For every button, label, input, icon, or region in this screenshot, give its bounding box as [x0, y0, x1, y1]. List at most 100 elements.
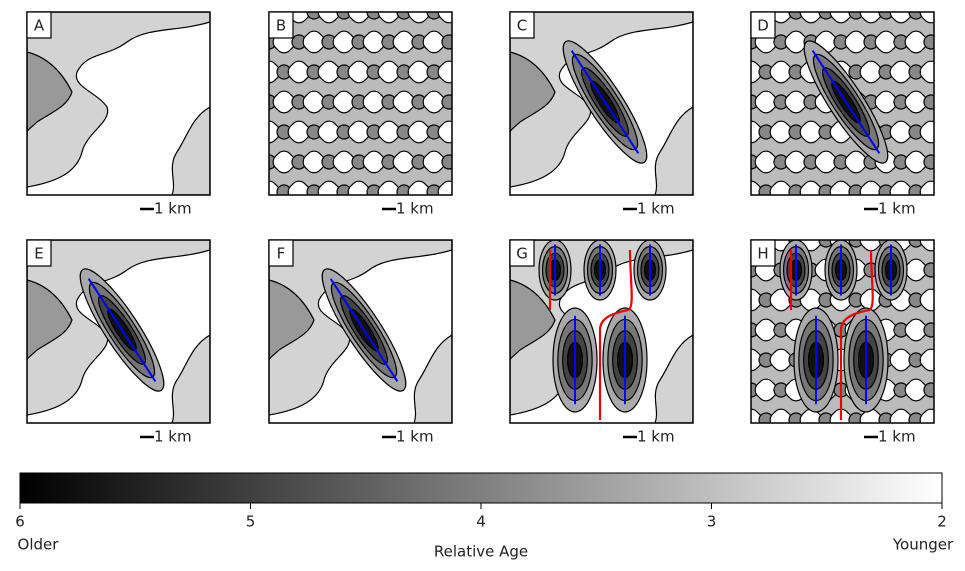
high	[347, 180, 371, 195]
low	[441, 34, 452, 50]
panel-label: B	[276, 17, 286, 35]
low	[939, 125, 953, 139]
panel-frame	[750, 239, 935, 424]
tick-label: 6	[15, 513, 25, 531]
low	[729, 125, 743, 139]
low	[729, 65, 743, 79]
low	[729, 233, 743, 247]
high	[751, 120, 763, 144]
high	[751, 348, 763, 372]
high	[919, 240, 934, 252]
high	[919, 180, 934, 195]
land-dark	[510, 51, 556, 133]
panel-frame	[268, 11, 453, 196]
high	[889, 60, 913, 84]
high	[437, 60, 452, 84]
low	[954, 95, 965, 109]
high	[859, 288, 883, 312]
panel-label: C	[517, 17, 527, 35]
low	[729, 5, 743, 19]
high	[932, 148, 960, 176]
high	[784, 30, 808, 54]
panel-frame	[268, 239, 453, 424]
low	[457, 185, 471, 199]
panel-frame	[750, 11, 935, 196]
low	[908, 12, 924, 20]
high	[722, 376, 750, 404]
high	[814, 150, 838, 174]
axis-line	[570, 50, 640, 154]
high	[225, 118, 253, 146]
high	[919, 288, 934, 312]
low	[804, 203, 818, 217]
high	[751, 180, 763, 195]
high	[829, 12, 853, 24]
land	[27, 240, 210, 416]
label-box	[509, 239, 535, 267]
low	[441, 94, 452, 110]
label-box	[509, 11, 535, 39]
scale-label: 1 km	[396, 428, 434, 446]
scale-label: 1 km	[154, 200, 192, 218]
high	[269, 120, 281, 144]
high	[437, 120, 452, 144]
high	[240, 28, 268, 56]
high	[377, 60, 401, 84]
low	[954, 383, 965, 397]
high	[347, 12, 371, 24]
high	[332, 90, 356, 114]
tick-label: 3	[707, 513, 717, 531]
high	[240, 88, 268, 116]
high	[317, 120, 341, 144]
label-box	[268, 11, 294, 39]
scale-label: 1 km	[637, 428, 675, 446]
land-dark	[27, 51, 73, 133]
high	[422, 150, 446, 174]
high	[919, 348, 934, 372]
high	[722, 256, 750, 284]
panel-frame	[26, 11, 211, 196]
low	[247, 125, 261, 139]
high	[769, 180, 793, 195]
high	[754, 90, 778, 114]
tick-label: 5	[246, 513, 256, 531]
panel: E 1 km	[26, 239, 211, 446]
high	[407, 12, 431, 24]
high	[889, 12, 913, 24]
high	[769, 120, 793, 144]
high	[392, 90, 416, 114]
scale-label: 1 km	[637, 200, 675, 218]
axis-line	[811, 50, 881, 154]
high	[769, 408, 793, 423]
high	[287, 120, 311, 144]
high	[317, 12, 341, 24]
low	[457, 5, 471, 19]
high	[919, 12, 934, 24]
low	[923, 322, 934, 338]
low	[939, 5, 953, 19]
high	[754, 318, 778, 342]
high	[919, 408, 934, 423]
high	[784, 90, 808, 114]
low	[939, 65, 953, 79]
low	[939, 353, 953, 367]
low	[336, 12, 352, 20]
high	[859, 240, 883, 252]
low	[472, 155, 486, 169]
panel-map	[27, 240, 210, 423]
high	[707, 406, 735, 434]
tick-label: 4	[476, 513, 486, 531]
scale-label: 1 km	[878, 200, 916, 218]
high	[932, 196, 960, 224]
low	[923, 382, 934, 398]
high	[362, 90, 386, 114]
high	[904, 90, 928, 114]
low	[788, 12, 804, 20]
low	[848, 240, 864, 248]
high	[799, 120, 823, 144]
high	[904, 30, 928, 54]
high	[722, 148, 750, 176]
high	[422, 90, 446, 114]
high	[799, 12, 823, 24]
high	[799, 408, 823, 423]
